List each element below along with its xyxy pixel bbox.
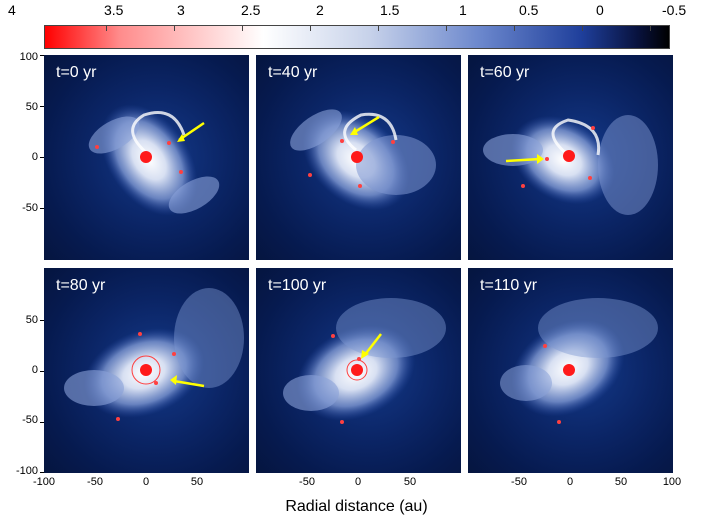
- disk-image: [483, 115, 658, 215]
- y-tick-label: -50: [22, 202, 38, 214]
- colorbar-tick: 0: [596, 2, 604, 18]
- arrow-icon: [505, 157, 541, 163]
- colorbar-tick: 1: [459, 2, 467, 18]
- colorbar-tick: 3.5: [104, 2, 124, 18]
- colorbar-tick: -0.5: [662, 2, 687, 18]
- panel-label: t=60 yr: [480, 64, 530, 81]
- panel-label: t=0 yr: [56, 64, 97, 81]
- y-tick-label: 50: [25, 101, 38, 113]
- simulation-panel-t80: t=80 yr: [44, 268, 249, 473]
- x-tick-label: 50: [190, 476, 204, 488]
- panel-label: t=100 yr: [268, 277, 327, 294]
- x-tick-label: 50: [403, 476, 417, 488]
- colorbar-tick: 4: [8, 2, 16, 18]
- arrow-icon: [363, 333, 382, 357]
- disk-image: [500, 298, 658, 424]
- disk-image: [283, 298, 446, 424]
- x-tick-label: -50: [87, 476, 103, 488]
- colorbar-tick: 1.5: [380, 2, 400, 18]
- y-tick-label: 0: [31, 151, 38, 163]
- arrow-icon: [173, 379, 205, 388]
- y-tick-label: 0: [31, 364, 38, 376]
- panel-label: t=80 yr: [56, 277, 106, 294]
- x-tick-label: 50: [614, 476, 628, 488]
- simulation-panel-t110: t=110 yr: [468, 268, 673, 473]
- x-axis-label: Radial distance (au): [285, 498, 428, 515]
- colorbar: [44, 25, 670, 49]
- x-tick-label: -50: [511, 476, 527, 488]
- panel-label: t=110 yr: [480, 277, 538, 294]
- y-tick-label: 50: [25, 314, 38, 326]
- y-tick-label: 100: [19, 51, 38, 63]
- central-star-marker: [140, 151, 152, 163]
- simulation-panel-t40: t=40 yr: [256, 55, 461, 260]
- x-tick-label: 0: [566, 476, 574, 488]
- y-tick-label: -50: [22, 414, 38, 426]
- arrow-icon: [352, 115, 380, 135]
- simulation-panel-t100: t=100 yr: [256, 268, 461, 473]
- colorbar-tick: 0.5: [519, 2, 539, 18]
- colorbar-tick: 2.5: [241, 2, 261, 18]
- x-tick-label: -100: [32, 476, 56, 488]
- colorbar-tick: 2: [316, 2, 324, 18]
- x-tick-label: -50: [299, 476, 315, 488]
- simulation-panel-t0: t=0 yr: [44, 55, 249, 260]
- central-star-marker: [140, 364, 152, 376]
- x-tick-label: 0: [354, 476, 362, 488]
- central-star-marker: [563, 364, 575, 376]
- disk-image: [290, 109, 436, 211]
- x-tick-label: 100: [662, 476, 682, 488]
- central-star-marker: [563, 150, 575, 162]
- central-star-marker: [351, 151, 363, 163]
- colorbar-tick: 3: [177, 2, 185, 18]
- simulation-panel-t60: t=60 yr: [468, 55, 673, 260]
- panel-label: t=40 yr: [268, 64, 318, 81]
- disk-image: [64, 288, 244, 421]
- disk-image: [88, 104, 220, 216]
- x-tick-label: 0: [142, 476, 150, 488]
- central-star-marker: [351, 364, 363, 376]
- y-tick-label: -100: [15, 465, 38, 477]
